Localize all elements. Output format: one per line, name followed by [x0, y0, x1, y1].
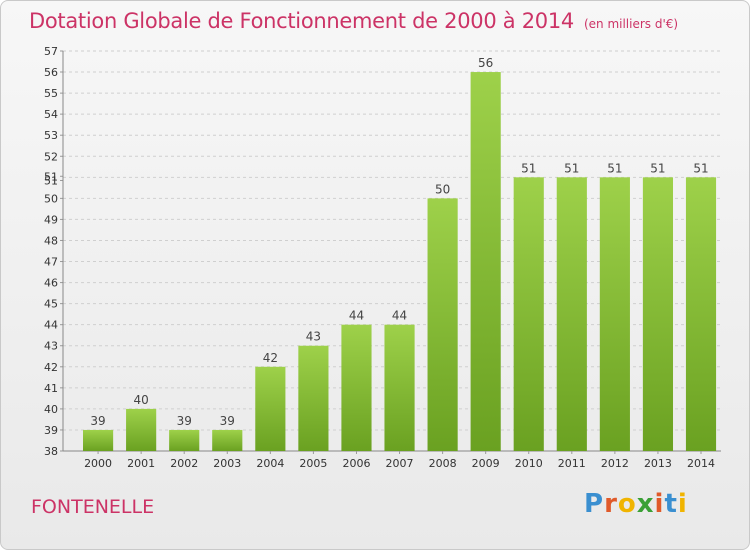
bar — [470, 72, 501, 451]
bar — [384, 324, 415, 451]
y-tick-label: 54 — [44, 108, 58, 121]
bar — [212, 429, 243, 451]
logo-letter: o — [617, 489, 637, 519]
y-tick-label: 39 — [44, 424, 58, 437]
chart-title: Dotation Globale de Fonctionnement de 20… — [29, 9, 678, 33]
y-tick-label: 57 — [44, 45, 58, 58]
data-label: 56 — [478, 56, 493, 70]
logo-letter: i — [654, 489, 665, 519]
logo-letter: P — [584, 489, 605, 519]
y-tick-label: 42 — [44, 361, 58, 374]
data-label: 51 — [564, 161, 579, 175]
x-tick-label: 2006 — [342, 457, 370, 470]
title-text: Dotation Globale de Fonctionnement de 20… — [29, 9, 574, 33]
y-tick-label: 40 — [44, 403, 58, 416]
data-label: 50 — [435, 182, 450, 196]
logo-letter: r — [604, 489, 618, 519]
y-tick-label: 46 — [44, 277, 58, 290]
data-label: 42 — [263, 351, 278, 365]
x-tick-label: 2009 — [472, 457, 500, 470]
bar — [642, 177, 674, 451]
data-label: 44 — [392, 309, 407, 323]
bar — [126, 408, 157, 451]
data-label: 51 — [607, 161, 622, 175]
bar — [599, 177, 630, 451]
data-label: 51 — [650, 161, 665, 175]
data-label: 39 — [177, 414, 192, 428]
unit-label: (en milliers d'€) — [583, 17, 679, 31]
x-tick-label: 2010 — [515, 457, 543, 470]
data-label: 39 — [220, 414, 235, 428]
data-label: 44 — [349, 309, 364, 323]
x-tick-label: 2012 — [601, 457, 629, 470]
x-tick-label: 2001 — [127, 457, 155, 470]
logo-letter: t — [664, 489, 678, 519]
bar — [341, 324, 372, 451]
y-tick-label: 52 — [44, 150, 58, 163]
y-tick-label: 56 — [44, 66, 58, 79]
data-label: 43 — [306, 330, 321, 344]
bar — [685, 177, 717, 451]
y-tick-label: 38 — [44, 445, 58, 458]
x-tick-label: 2002 — [170, 457, 198, 470]
y-tick-label: 45 — [44, 298, 58, 311]
y-tick-label: 49 — [44, 213, 58, 226]
bar — [169, 429, 200, 451]
bar — [255, 366, 286, 451]
x-tick-label: 2004 — [256, 457, 284, 470]
y-tick-label: 43 — [44, 340, 58, 353]
proxiti-logo: Proxiti — [584, 489, 688, 519]
logo-letter: x — [636, 489, 655, 519]
y-tick-label: 47 — [44, 256, 58, 269]
logo-letter: i — [677, 489, 688, 519]
data-label: 39 — [90, 414, 105, 428]
y-tick-label: 50 — [44, 192, 58, 205]
bar — [298, 345, 329, 451]
x-tick-label: 2005 — [299, 457, 327, 470]
bar — [83, 429, 114, 451]
bar — [556, 177, 587, 451]
y-tick-label: 41 — [44, 382, 58, 395]
bar — [427, 198, 458, 451]
commune-name: FONTENELLE — [31, 496, 155, 518]
x-tick-label: 2011 — [558, 457, 586, 470]
x-tick-label: 2008 — [429, 457, 457, 470]
data-label: 51 — [693, 161, 708, 175]
x-tick-label: 2000 — [84, 457, 112, 470]
y-tick-label: 44 — [44, 319, 58, 332]
y-tick-label: 53 — [44, 129, 58, 142]
bar — [513, 177, 544, 451]
y-tick-label: 48 — [44, 234, 58, 247]
x-tick-label: 2003 — [213, 457, 241, 470]
y-tick-label: 51 — [44, 170, 58, 183]
data-label: 40 — [133, 393, 148, 407]
x-tick-label: 2013 — [644, 457, 672, 470]
data-label: 51 — [521, 161, 536, 175]
y-tick-label: 55 — [44, 87, 58, 100]
x-tick-label: 2014 — [687, 457, 715, 470]
y-tick-label: 51 — [44, 174, 58, 187]
x-tick-label: 2007 — [386, 457, 414, 470]
